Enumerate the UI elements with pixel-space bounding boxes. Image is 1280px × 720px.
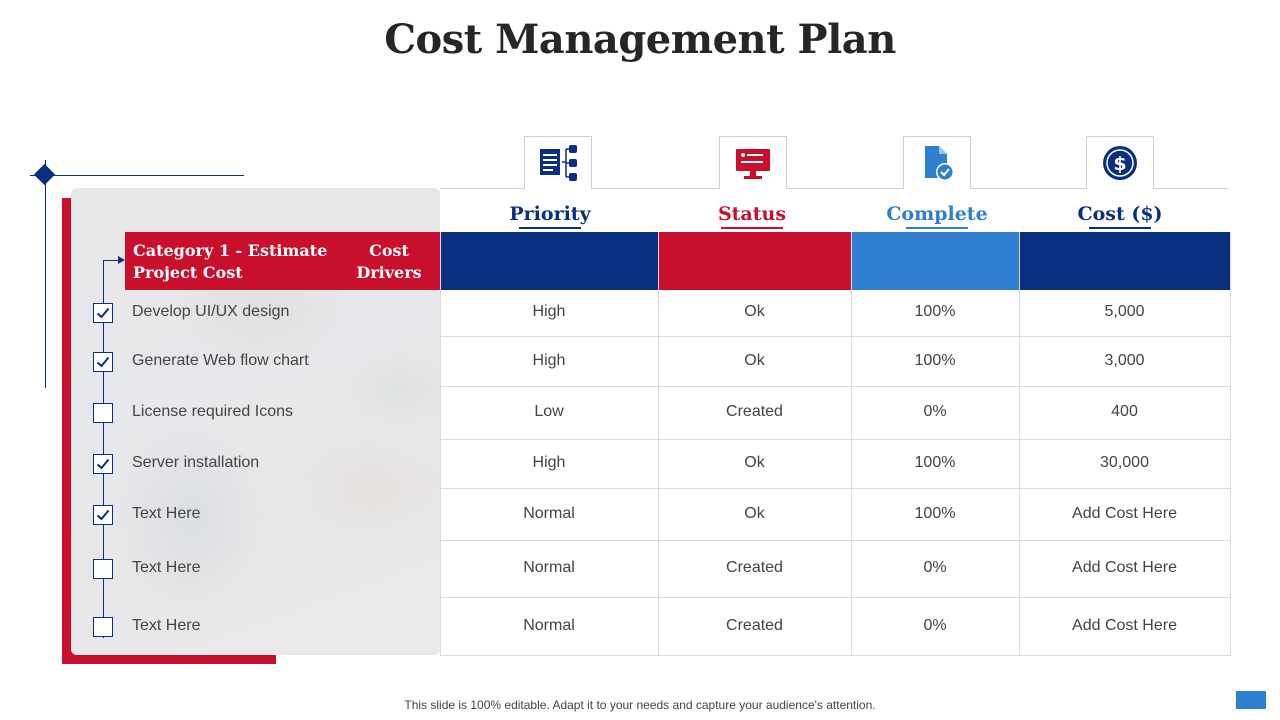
monitor-icon	[736, 149, 770, 179]
table-cell-status: Created	[726, 559, 783, 576]
cost-icon-box: $	[1086, 136, 1154, 189]
row-label: Text Here	[132, 617, 201, 634]
table-divider	[851, 232, 852, 656]
table-divider	[1230, 232, 1231, 656]
table-divider	[440, 439, 1230, 440]
table-cell-priority: High	[532, 303, 566, 320]
table-divider	[1019, 232, 1020, 656]
dollar-coin-icon: $	[1103, 146, 1137, 180]
data-table	[440, 290, 1230, 656]
table-cell-complete: 100%	[914, 303, 956, 320]
table-divider	[440, 597, 1230, 598]
row-checkbox[interactable]	[93, 352, 113, 372]
table-cell-priority: Normal	[523, 617, 575, 634]
table-cell-status: Created	[726, 403, 783, 420]
table-divider	[658, 232, 659, 656]
connector-line	[103, 260, 104, 638]
column-header-cost: Cost ($)	[1060, 203, 1180, 229]
complete-header-bar	[851, 232, 1019, 290]
table-cell-cost: 3,000	[1104, 352, 1145, 369]
table-cell-status: Created	[726, 617, 783, 634]
table-cell-priority: Low	[534, 403, 564, 420]
table-divider	[440, 232, 441, 656]
column-header-label: Status	[717, 203, 787, 225]
column-header-complete: Complete	[867, 203, 1007, 229]
row-label: License required Icons	[132, 403, 293, 420]
header-divider	[440, 188, 1228, 189]
priority-header-bar	[440, 232, 658, 290]
table-cell-cost: Add Cost Here	[1072, 505, 1177, 522]
checkmark-icon	[96, 509, 110, 521]
column-header-label: Priority	[509, 203, 591, 225]
table-divider	[440, 655, 1230, 656]
table-cell-cost: Add Cost Here	[1072, 617, 1177, 634]
row-checkbox[interactable]	[93, 505, 113, 525]
column-header-label: Complete	[886, 203, 988, 225]
table-divider	[440, 386, 1230, 387]
table-cell-priority: Normal	[523, 505, 575, 522]
category-header: Category 1 - Estimate Project Cost Cost …	[125, 232, 440, 290]
table-cell-cost: Add Cost Here	[1072, 559, 1177, 576]
decorative-line	[45, 160, 46, 388]
row-label: Server installation	[132, 454, 260, 471]
category-title: Category 1 - Estimate Project Cost	[133, 241, 328, 282]
row-label: Text Here	[132, 505, 201, 522]
column-header-label: Cost ($)	[1077, 203, 1163, 225]
table-cell-cost: 5,000	[1104, 303, 1145, 320]
connector-line	[103, 260, 121, 261]
table-cell-status: Ok	[744, 352, 765, 369]
row-checkbox[interactable]	[93, 303, 113, 323]
table-cell-cost: 30,000	[1100, 454, 1149, 471]
cost-header-bar	[1019, 232, 1230, 290]
table-cell-complete: 100%	[914, 352, 956, 369]
checkmark-icon	[96, 458, 110, 470]
complete-icon-box	[903, 136, 971, 189]
footer-note: This slide is 100% editable. Adapt it to…	[404, 698, 876, 712]
checkmark-icon	[96, 307, 110, 319]
arrow-icon	[118, 256, 125, 264]
column-header-priority: Priority	[490, 203, 610, 229]
status-header-bar	[658, 232, 851, 290]
table-divider	[440, 336, 1230, 337]
table-divider	[440, 540, 1230, 541]
row-label: Generate Web flow chart	[132, 352, 309, 369]
table-cell-status: Ok	[744, 303, 765, 320]
svg-text:$: $	[1113, 153, 1126, 175]
table-cell-complete: 100%	[914, 505, 956, 522]
table-cell-complete: 0%	[923, 559, 947, 576]
row-checkbox[interactable]	[93, 617, 113, 637]
priority-icon-box	[524, 136, 592, 189]
status-icon-box	[719, 136, 787, 189]
table-divider	[440, 488, 1230, 489]
table-cell-cost: 400	[1111, 403, 1138, 420]
corner-accent	[1236, 691, 1266, 709]
document-list-icon	[540, 145, 577, 181]
table-cell-complete: 100%	[914, 454, 956, 471]
page-title: Cost Management Plan	[384, 16, 896, 63]
row-label: Develop UI/UX design	[132, 303, 290, 320]
file-check-icon	[925, 146, 954, 181]
row-checkbox[interactable]	[93, 403, 113, 423]
table-cell-complete: 0%	[923, 617, 947, 634]
row-checkbox[interactable]	[93, 454, 113, 474]
row-checkbox[interactable]	[93, 559, 113, 579]
decorative-diamond	[33, 163, 56, 186]
table-cell-priority: High	[532, 454, 566, 471]
table-cell-priority: High	[532, 352, 566, 369]
checkmark-icon	[96, 356, 110, 368]
table-cell-complete: 0%	[923, 403, 947, 420]
column-header-status: Status	[692, 203, 812, 229]
table-cell-status: Ok	[744, 505, 765, 522]
decorative-line	[30, 175, 244, 176]
table-cell-status: Ok	[744, 454, 765, 471]
cost-drivers-title: Cost Drivers	[356, 241, 422, 282]
row-label: Text Here	[132, 559, 201, 576]
table-cell-priority: Normal	[523, 559, 575, 576]
